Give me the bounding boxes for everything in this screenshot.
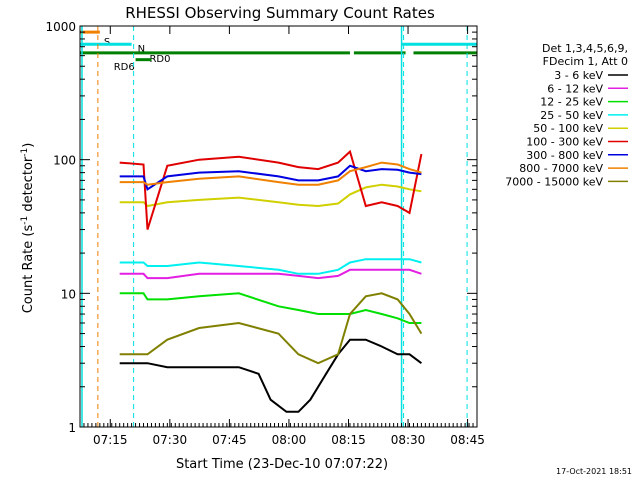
series-line (119, 338, 422, 413)
y-tick-label: 10 (61, 287, 76, 301)
series-line (119, 292, 422, 324)
series-line (119, 183, 422, 208)
y-tick-label: 1000 (45, 20, 76, 34)
legend-label: 6 - 12 keV (547, 82, 603, 95)
x-axis-label: Start Time (23-Dec-10 07:07:22) (176, 457, 388, 472)
y-axis-label-part1: Count Rate (s (21, 225, 36, 314)
y-tick-label: 100 (53, 154, 76, 168)
legend-label: 300 - 800 keV (526, 149, 603, 162)
legend-label: 50 - 100 keV (533, 122, 603, 135)
series-line (119, 258, 422, 275)
legend: Det 1,3,4,5,6,9, FDecim 1, Att 0 3 - 6 k… (505, 42, 628, 188)
y-axis-label-part2: detector (21, 156, 36, 216)
vlines-layer (81, 26, 468, 427)
x-tick-label: 07:30 (153, 433, 188, 447)
legend-label: 800 - 7000 keV (519, 162, 603, 175)
flags-layer: S N RD0 RD6 (80, 30, 477, 73)
series-line (119, 268, 422, 280)
series-line (119, 292, 423, 365)
series-line (119, 149, 423, 230)
y-axis-label-sup2: -1 (20, 148, 30, 157)
x-tick-label: 08:15 (331, 433, 366, 447)
series-layer (119, 149, 423, 413)
legend-label: 3 - 6 keV (554, 69, 603, 82)
flag-label-rd6: RD6 (114, 62, 135, 73)
chart-title: RHESSI Observing Summary Count Rates (125, 4, 435, 22)
x-tick-label: 07:15 (93, 433, 128, 447)
flag-label-s: S (104, 37, 110, 48)
y-axis-label: Count Rate (s-1 detector-1) (20, 143, 36, 314)
x-tick-label: 08:30 (391, 433, 426, 447)
legend-label: 7000 - 15000 keV (505, 175, 603, 188)
flag-label-n: N (138, 44, 145, 55)
series-line (119, 161, 422, 186)
x-tick-label: 08:00 (272, 433, 307, 447)
legend-label: 25 - 50 keV (540, 109, 603, 122)
x-tick-label: 08:45 (450, 433, 485, 447)
legend-header-line1: Det 1,3,4,5,6,9, (542, 42, 628, 55)
legend-header-line2: FDecim 1, Att 0 (543, 55, 628, 68)
y-tick-label: 1 (68, 421, 76, 435)
flag-label-rd0: RD0 (149, 54, 170, 65)
y-axis-label-sup1: -1 (20, 216, 30, 225)
x-tick-label: 07:45 (212, 433, 247, 447)
axes-layer: 07:15 07:30 07:45 08:00 08:15 08:30 08:45 1 10 10… (45, 20, 484, 447)
legend-label: 100 - 300 keV (526, 136, 603, 149)
y-axis-label-part3: ) (21, 143, 36, 148)
timestamp: 17-Oct-2021 18:51 (556, 467, 632, 476)
legend-label: 12 - 25 keV (540, 96, 603, 109)
plot-frame (79, 25, 478, 428)
